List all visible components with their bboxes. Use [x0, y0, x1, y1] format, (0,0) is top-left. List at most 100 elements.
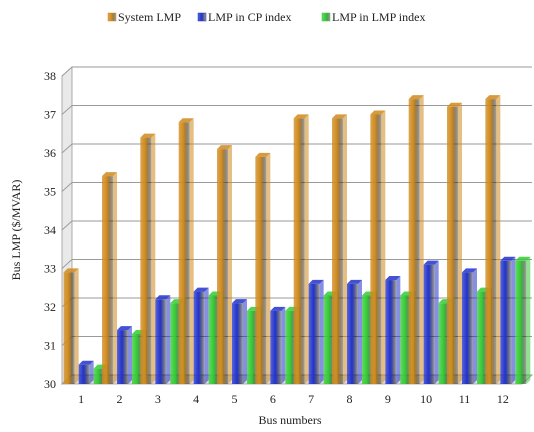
bar — [308, 279, 324, 384]
bar-front — [247, 310, 258, 384]
bar-side — [304, 114, 309, 384]
bar-top — [447, 102, 462, 107]
bar-side — [358, 279, 362, 384]
y-tick-label: 34 — [44, 223, 56, 237]
x-tick-label: 2 — [117, 392, 123, 406]
bar-front — [117, 330, 128, 384]
x-tick-label: 11 — [459, 392, 471, 406]
x-tick-label: 12 — [497, 392, 509, 406]
bar-front — [408, 99, 420, 384]
bar-top — [515, 256, 531, 261]
bar-front — [132, 333, 143, 384]
legend-label: LMP in CP index — [208, 10, 291, 24]
bar — [178, 118, 194, 384]
bar-front — [93, 368, 105, 384]
bar-front — [500, 260, 512, 384]
bar-front — [362, 295, 373, 384]
bar-side — [526, 256, 531, 384]
bar — [370, 110, 386, 384]
bar-front — [308, 283, 320, 384]
x-tick-label: 10 — [420, 392, 432, 406]
bar — [515, 256, 531, 384]
bar — [347, 279, 362, 384]
bar-top — [63, 268, 79, 273]
bar — [102, 172, 117, 384]
bar-top — [255, 152, 271, 157]
bar-top — [485, 95, 501, 100]
y-tick-label: 33 — [44, 262, 56, 276]
x-tick-label: 6 — [270, 392, 276, 406]
bar-side — [419, 95, 424, 384]
bar-side — [396, 276, 401, 384]
bar — [232, 299, 247, 384]
x-tick-label: 4 — [193, 392, 199, 406]
bar-side — [266, 152, 271, 384]
bar-top — [232, 299, 247, 304]
bar-side — [511, 256, 516, 384]
legend-label: System LMP — [118, 10, 181, 24]
bar — [408, 95, 424, 384]
bar-top — [117, 326, 132, 331]
bar-front — [208, 295, 220, 384]
bar-front — [385, 280, 397, 384]
bar-front — [370, 114, 382, 384]
bar — [385, 276, 401, 384]
bar-top — [408, 95, 424, 100]
bar-front — [447, 106, 458, 385]
bar-front — [255, 156, 267, 384]
bar-side — [343, 114, 347, 384]
bar — [155, 295, 171, 384]
gridline — [61, 105, 532, 115]
bar-side — [381, 110, 386, 384]
legend-swatch — [107, 12, 117, 22]
bar-top — [462, 268, 477, 273]
x-tick-label: 5 — [232, 392, 238, 406]
bar-side — [151, 133, 156, 384]
y-tick-label: 31 — [44, 339, 56, 353]
bar-front — [462, 272, 473, 384]
bar-front — [438, 303, 450, 384]
y-tick-label: 38 — [44, 69, 56, 83]
y-tick-label: 32 — [44, 300, 56, 314]
bar-side — [166, 295, 171, 384]
bar-top — [385, 276, 401, 281]
bar-top — [270, 306, 286, 311]
bar-side — [243, 299, 247, 384]
bar-front — [347, 283, 358, 384]
bar-front — [423, 264, 435, 384]
bar-top — [347, 279, 362, 284]
y-tick-label: 36 — [44, 146, 56, 160]
bar-front — [193, 291, 205, 384]
bar-side — [496, 95, 501, 384]
bar — [270, 306, 286, 384]
x-tick-label: 9 — [385, 392, 391, 406]
bar-front — [178, 122, 190, 384]
bar-top — [193, 287, 209, 292]
bar — [78, 360, 94, 384]
bar-front — [485, 99, 497, 384]
x-tick-label: 7 — [308, 392, 314, 406]
bar-side — [189, 118, 194, 384]
bar-top — [293, 114, 309, 119]
x-axis-label: Bus numbers — [259, 413, 322, 427]
bar-front — [63, 272, 75, 384]
bar-side — [473, 268, 477, 384]
legend-label: LMP in LMP index — [332, 10, 425, 24]
bar — [485, 95, 501, 384]
bar-front — [102, 176, 113, 384]
y-tick-label: 30 — [44, 377, 56, 391]
bar — [293, 114, 309, 384]
bar — [117, 326, 132, 384]
bar-side — [74, 268, 79, 384]
bar-front — [155, 299, 167, 384]
bar-top — [217, 145, 232, 150]
bar-front — [285, 310, 297, 384]
bar-front — [323, 295, 335, 384]
bar-top — [155, 295, 171, 300]
bar — [63, 268, 79, 384]
bar-top — [102, 172, 117, 177]
bar-top — [308, 279, 324, 284]
bar-front — [140, 137, 152, 384]
